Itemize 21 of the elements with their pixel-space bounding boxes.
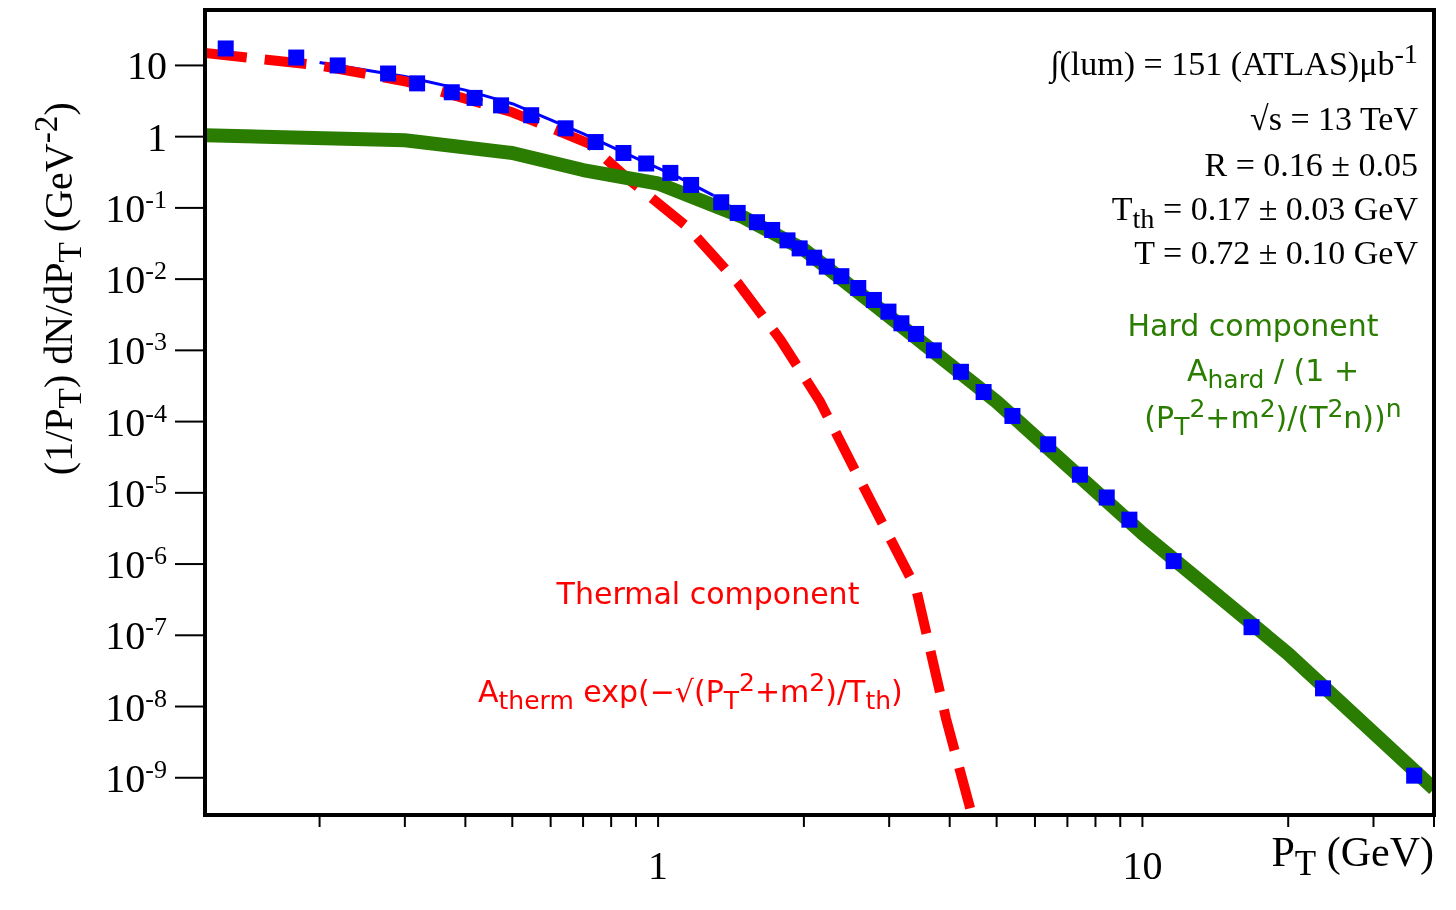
y-tick-label: 10$^{-5}$: [105, 469, 167, 516]
annotation: T = 0.72 ± 0.10 GeV: [1133, 234, 1418, 272]
annotation: T$_{th}$ = 0.17 ± 0.03 GeV: [1110, 190, 1418, 235]
y-tick-label: 10$^{-4}$: [105, 398, 167, 445]
y-tick-label: 10$^{-9}$: [105, 754, 167, 801]
annotation: √s = 13 TeV: [1249, 100, 1418, 138]
annotation: Thermal component: [555, 576, 861, 611]
annotation: Hard component: [1126, 308, 1380, 343]
x-axis-title: P$_{T}$ (GeV): [1271, 828, 1434, 885]
text: A$_{therm}$ exp(−√(P$_{T}$$^{2}$+m$^{2}$)/T$_{th}$): [478, 668, 903, 715]
text: A$_{hard}$ / (1 + (P$_{T}$$^{2}$+m$^{2}$)/(T$^{2}$n))$^{n}$: [1144, 353, 1402, 441]
y-tick-label: 10$^{-8}$: [105, 683, 167, 730]
annotation: ∫(lum) = 151 (ATLAS)μb$^{-1}$: [1047, 38, 1418, 84]
y-tick-label: 10$^{-1}$: [105, 184, 167, 231]
y-tick-label: 10$^{-6}$: [105, 540, 167, 588]
y-tick-label: 10$^{-7}$: [105, 611, 167, 659]
y-tick-label: 10: [127, 43, 167, 89]
y-tick-label: 1: [147, 114, 167, 160]
y-tick-label: 10$^{-3}$: [105, 326, 167, 374]
y-tick-label: 10$^{-2}$: [105, 255, 167, 303]
annotation: R = 0.16 ± 0.05: [1203, 146, 1418, 184]
